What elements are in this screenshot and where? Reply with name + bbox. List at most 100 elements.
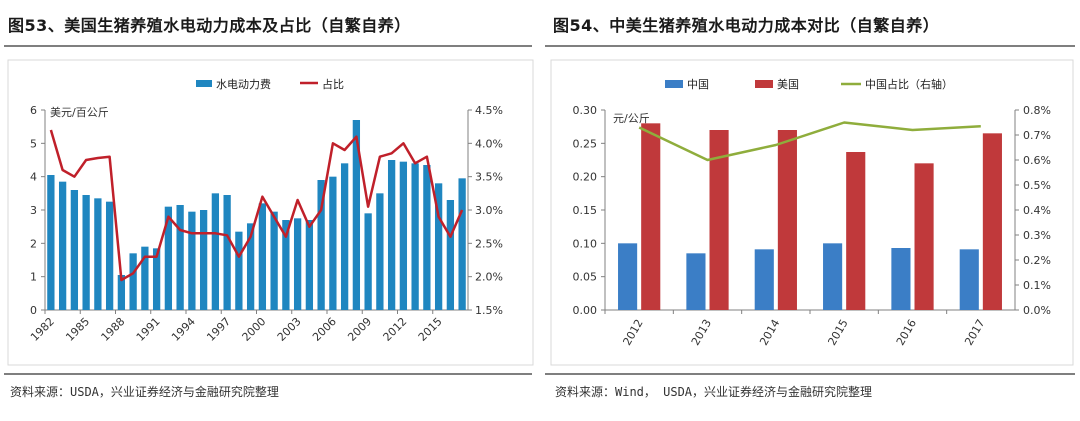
x-tick-label: 2000 (240, 315, 269, 344)
bar-2005 (317, 180, 325, 310)
source-divider (4, 373, 532, 375)
y-tick-label-left: 1 (30, 271, 37, 284)
y-tick-label-left: 0.30 (573, 104, 598, 117)
bar-2015 (434, 183, 443, 310)
bar-2011 (387, 160, 396, 310)
bar-china-2016 (891, 248, 911, 310)
line-china-share (638, 121, 981, 162)
figure-53-panel: 图53、美国生猪养殖水电动力成本及占比（自繁自养） 水电动力费 占比 美元/百公斤 0… (4, 16, 534, 399)
x-tick-label: 2012 (621, 317, 646, 348)
bar-1985 (82, 195, 90, 310)
y-unit-label: 元/公斤 (613, 112, 650, 125)
bar-china-2013 (686, 253, 706, 310)
y-tick-label-right: 0.0% (1023, 304, 1051, 317)
bar-2012 (399, 161, 408, 310)
bar-china-2015 (823, 243, 843, 310)
bar-2004 (305, 220, 314, 310)
x-tick-label: 1982 (28, 315, 57, 344)
title-divider (4, 45, 532, 47)
plot-frame (550, 59, 1074, 366)
y-tick-label-left: 5 (30, 137, 37, 150)
legend-swatch-bar (196, 80, 212, 87)
y-tick-label-left: 0.20 (573, 171, 598, 184)
bar-china-2017 (959, 249, 979, 310)
legend-label: 美国 (777, 78, 799, 91)
bar-1986 (94, 198, 102, 310)
legend-label: 中国 (687, 78, 709, 91)
bar-1990 (141, 246, 149, 310)
y-tick-label-left: 0.10 (573, 237, 598, 250)
bar-1992 (164, 206, 173, 310)
y-tick-label-left: 2 (30, 237, 37, 250)
figure-53-source: 资料来源：USDA，兴业证券经济与金融研究院整理 (10, 385, 279, 399)
figure-54-source: 资料来源：Wind， USDA，兴业证券经济与金融研究院整理 (555, 385, 873, 399)
x-tick-label: 2009 (345, 315, 374, 344)
bar-us-2015 (846, 152, 866, 310)
bar-us-2017 (982, 133, 1002, 310)
y-tick-label-right: 2.5% (475, 237, 503, 250)
figure-54-panel: 图54、中美生猪养殖水电动力成本对比（自繁自养） 中国 美国 中国占比（右轴） 元/公… (545, 0, 1080, 421)
bar-us-2013 (709, 130, 729, 310)
y-tick-label-right: 0.2% (1023, 254, 1051, 267)
bar-2002 (282, 220, 290, 310)
y-tick-label-right: 2.0% (475, 271, 503, 284)
bar-1982 (47, 175, 55, 310)
bar-china-2014 (754, 249, 774, 310)
x-tick-label: 2015 (416, 315, 445, 344)
x-tick-label: 1991 (134, 315, 163, 344)
bar-2016 (446, 200, 455, 310)
bar-2001 (270, 211, 278, 310)
legend-swatch-china (665, 80, 683, 88)
y-tick-label-left: 0.25 (573, 137, 598, 150)
y-tick-label-left: 0.15 (573, 204, 598, 217)
title-divider (545, 45, 1075, 47)
x-tick-label: 1997 (204, 315, 233, 344)
bar-2013 (411, 163, 419, 310)
bar-1995 (199, 210, 208, 310)
y-tick-label-right: 1.5% (475, 304, 503, 317)
bar-2014 (423, 165, 431, 310)
figure-54-title: 图54、中美生猪养殖水电动力成本对比（自繁自养） (553, 16, 940, 35)
bar-1989 (129, 253, 137, 310)
bar-us-2016 (914, 163, 934, 310)
y-tick-label-left: 0 (30, 304, 37, 317)
bar-2000 (258, 203, 267, 310)
legend-label: 中国占比（右轴） (865, 77, 953, 91)
y-tick-label-right: 0.3% (1023, 229, 1051, 242)
bar-2003 (293, 218, 302, 310)
bar-1996 (211, 193, 220, 310)
plot-frame (7, 59, 534, 366)
x-tick-label: 2012 (381, 315, 410, 344)
y-tick-label-left: 0.05 (573, 271, 598, 284)
x-tick-label: 2014 (757, 317, 782, 348)
y-tick-label-right: 0.5% (1023, 179, 1051, 192)
bar-2008 (352, 120, 361, 310)
x-tick-label: 2016 (894, 317, 919, 348)
y-tick-label-right: 0.8% (1023, 104, 1051, 117)
y-tick-label-right: 4.5% (475, 104, 503, 117)
x-tick-label: 1985 (63, 315, 92, 344)
legend-label: 占比 (322, 77, 344, 91)
y-tick-label-left: 3 (30, 204, 37, 217)
y-tick-label-left: 6 (30, 104, 37, 117)
bar-us-2014 (777, 130, 797, 310)
legend-swatch-us (755, 80, 773, 88)
legend-label: 水电动力费 (216, 78, 271, 91)
bar-2007 (340, 163, 349, 310)
bar-1987 (105, 201, 114, 310)
figure-53-title: 图53、美国生猪养殖水电动力成本及占比（自繁自养） (8, 16, 411, 35)
bar-1999 (246, 223, 255, 310)
x-tick-label: 2017 (962, 317, 987, 348)
y-tick-label-right: 0.6% (1023, 154, 1051, 167)
bar-1988 (117, 275, 126, 310)
y-tick-label-left: 4 (30, 171, 37, 184)
bar-1997 (223, 195, 231, 310)
x-tick-label: 2015 (826, 317, 851, 348)
y-tick-label-right: 0.7% (1023, 129, 1051, 142)
bar-1991 (152, 248, 161, 310)
bar-1984 (70, 190, 79, 310)
bar-1983 (58, 181, 67, 310)
chart-cn-us-energy-cost: 中国 美国 中国占比（右轴） 元/公斤 0.00 0.05 0.10 0.15 0.20 0.25… (550, 59, 1074, 366)
bar-us-2012 (641, 123, 661, 310)
y-tick-label-right: 0.1% (1023, 279, 1051, 292)
